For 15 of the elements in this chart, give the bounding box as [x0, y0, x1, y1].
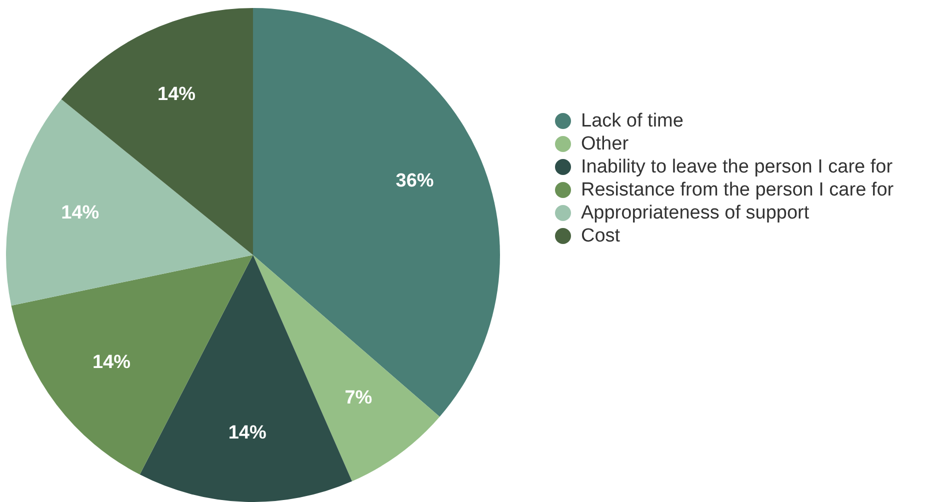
data-label: 7%: [344, 388, 372, 409]
pie-slice: [6, 99, 253, 306]
pie-slice: [61, 8, 253, 255]
data-label: 14%: [92, 352, 131, 374]
data-label: 14%: [158, 84, 196, 105]
legend-label: Cost: [581, 226, 621, 246]
data-label: 14%: [61, 202, 100, 224]
pie-slice: [253, 8, 500, 417]
legend-label: Resistance from the person I care for: [581, 180, 894, 200]
data-label: 36%: [396, 170, 434, 192]
legend-label: Appropriateness of support: [581, 202, 810, 224]
data-label: 14%: [228, 422, 266, 444]
legend-label: Lack of time: [581, 110, 684, 132]
legend-label: Other: [581, 134, 630, 154]
legend-label: Inability to leave the person I care for: [581, 156, 894, 178]
